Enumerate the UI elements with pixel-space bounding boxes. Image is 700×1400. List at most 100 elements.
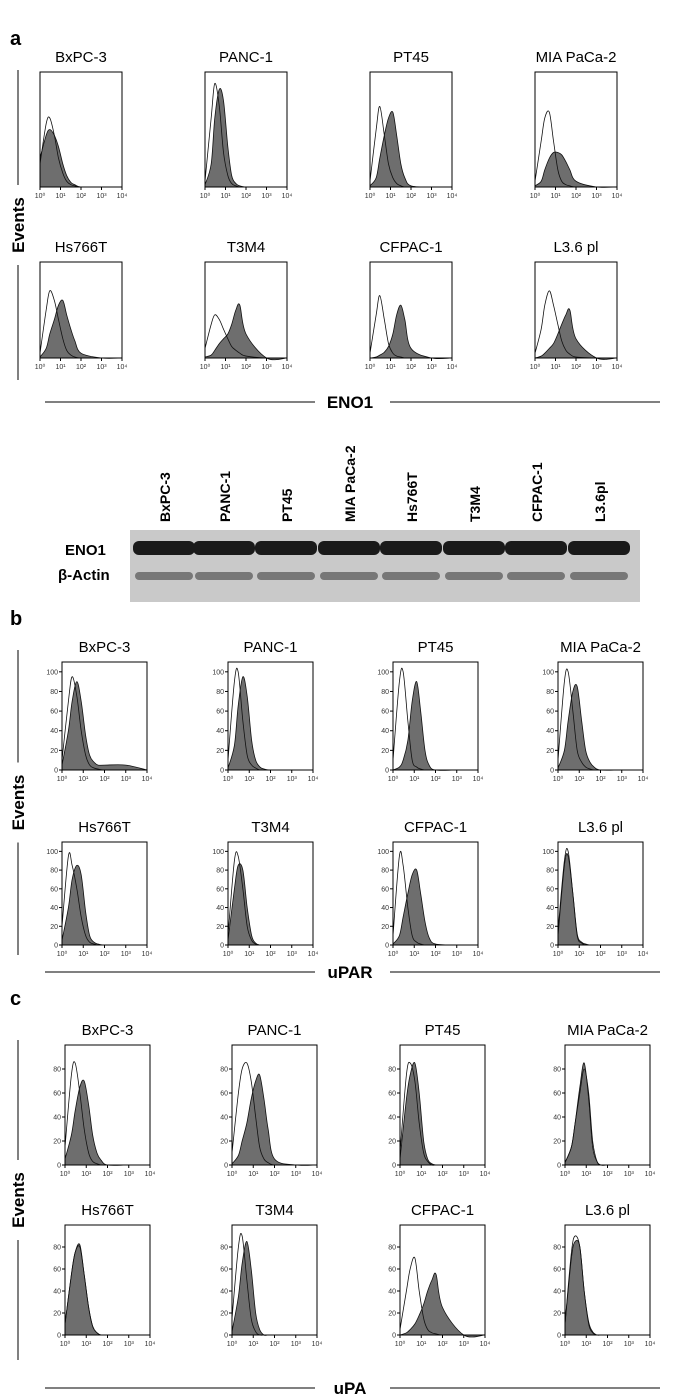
y-tick-label: 20 — [50, 748, 58, 755]
chart-title: L3.6 pl — [553, 239, 598, 256]
y-tick-label: 20 — [220, 1311, 228, 1318]
x-axis-label: uPAR — [327, 963, 372, 982]
x-tick-label: 10² — [571, 193, 582, 200]
x-tick-label: 10² — [571, 364, 582, 371]
blot-band — [257, 572, 315, 580]
blot-band — [445, 572, 503, 580]
chart-title: PT45 — [425, 1022, 461, 1039]
x-tick-label: 10¹ — [220, 193, 231, 200]
x-tick-label: 10³ — [617, 776, 628, 783]
x-tick-label: 10³ — [459, 1341, 470, 1348]
stained-histogram — [399, 1062, 485, 1166]
x-tick-label: 10² — [406, 193, 417, 200]
control-histogram — [534, 290, 618, 359]
x-tick-label: 10⁴ — [612, 193, 623, 200]
x-tick-label: 10⁴ — [145, 1171, 156, 1178]
y-tick-label: 80 — [553, 1067, 561, 1074]
blot-membrane — [130, 530, 640, 602]
y-tick-label: 20 — [553, 1139, 561, 1146]
x-tick-label: 10⁰ — [388, 775, 399, 783]
y-tick-label: 60 — [216, 886, 224, 893]
stained-histogram — [64, 1243, 150, 1336]
x-tick-label: 10⁰ — [200, 363, 211, 371]
blot-band — [570, 572, 628, 580]
x-tick-label: 10² — [99, 951, 110, 958]
blot-band — [318, 541, 380, 555]
blot-band — [443, 541, 505, 555]
chart-title: PT45 — [393, 49, 429, 66]
blot-lane-label: T3M4 — [467, 486, 483, 522]
x-axis-label: ENO1 — [327, 393, 373, 412]
chart-title: Hs766T — [55, 239, 108, 256]
x-tick-label: 10⁰ — [227, 1340, 238, 1348]
x-tick-label: 10¹ — [244, 951, 255, 958]
y-tick-label: 60 — [381, 709, 389, 716]
x-tick-label: 10⁰ — [57, 775, 68, 783]
y-tick-label: 20 — [546, 924, 554, 931]
x-tick-label: 10³ — [617, 951, 628, 958]
y-tick-label: 40 — [50, 728, 58, 735]
chart-title: PANC-1 — [248, 1022, 302, 1039]
x-tick-label: 10² — [430, 776, 441, 783]
x-tick-label: 10² — [602, 1341, 613, 1348]
x-tick-label: 10³ — [96, 364, 107, 371]
y-tick-label: 0 — [57, 1333, 61, 1340]
y-tick-label: 80 — [220, 1245, 228, 1252]
y-tick-label: 20 — [50, 924, 58, 931]
x-tick-label: 10³ — [121, 951, 132, 958]
chart-title: MIA PaCa-2 — [560, 639, 641, 656]
blot-row-label: β-Actin — [58, 567, 110, 584]
chart-title: T3M4 — [227, 239, 265, 256]
x-tick-label: 10³ — [591, 193, 602, 200]
y-tick-label: 20 — [53, 1139, 61, 1146]
y-tick-label: 0 — [224, 1163, 228, 1170]
x-tick-label: 10⁴ — [473, 776, 484, 783]
y-tick-label: 60 — [53, 1267, 61, 1274]
x-tick-label: 10¹ — [81, 1341, 92, 1348]
stained-histogram — [557, 684, 643, 771]
x-tick-label: 10⁴ — [645, 1171, 656, 1178]
x-tick-label: 10⁰ — [395, 1170, 406, 1178]
chart-title: CFPAC-1 — [411, 1202, 474, 1219]
stained-histogram — [392, 868, 479, 946]
x-tick-label: 10⁴ — [480, 1341, 491, 1348]
y-tick-label: 100 — [542, 849, 554, 856]
x-tick-label: 10¹ — [574, 776, 585, 783]
x-tick-label: 10² — [437, 1341, 448, 1348]
blot-band — [568, 541, 630, 555]
y-tick-label: 80 — [381, 868, 389, 875]
y-tick-label: 60 — [546, 709, 554, 716]
y-tick-label: 20 — [216, 924, 224, 931]
x-tick-label: 10² — [76, 364, 87, 371]
x-tick-label: 10² — [102, 1341, 113, 1348]
x-tick-label: 10¹ — [409, 776, 420, 783]
x-tick-label: 10⁴ — [142, 776, 153, 783]
x-tick-label: 10² — [269, 1341, 280, 1348]
x-tick-label: 10⁴ — [612, 364, 623, 371]
chart-title: T3M4 — [255, 1202, 293, 1219]
x-tick-label: 10¹ — [409, 951, 420, 958]
blot-lane-label: L3.6pl — [592, 482, 608, 522]
panel-label: a — [10, 28, 22, 50]
x-tick-label: 10⁰ — [223, 950, 234, 958]
x-tick-label: 10⁰ — [530, 363, 541, 371]
y-tick-label: 0 — [557, 1333, 561, 1340]
y-tick-label: 0 — [54, 768, 58, 775]
y-tick-label: 60 — [53, 1091, 61, 1098]
y-tick-label: 0 — [224, 1333, 228, 1340]
x-tick-label: 10³ — [124, 1171, 135, 1178]
x-tick-label: 10³ — [426, 364, 437, 371]
chart-title: L3.6 pl — [578, 819, 623, 836]
chart-title: BxPC-3 — [79, 639, 131, 656]
x-tick-label: 10⁰ — [60, 1340, 71, 1348]
y-tick-label: 20 — [220, 1139, 228, 1146]
stained-histogram — [204, 303, 288, 361]
x-tick-label: 10⁴ — [645, 1341, 656, 1348]
x-tick-label: 10⁰ — [35, 192, 46, 200]
y-tick-label: 60 — [220, 1267, 228, 1274]
x-tick-label: 10⁰ — [223, 775, 234, 783]
stained-histogram — [534, 308, 618, 360]
y-tick-label: 60 — [50, 886, 58, 893]
y-tick-label: 60 — [553, 1267, 561, 1274]
x-tick-label: 10³ — [459, 1171, 470, 1178]
